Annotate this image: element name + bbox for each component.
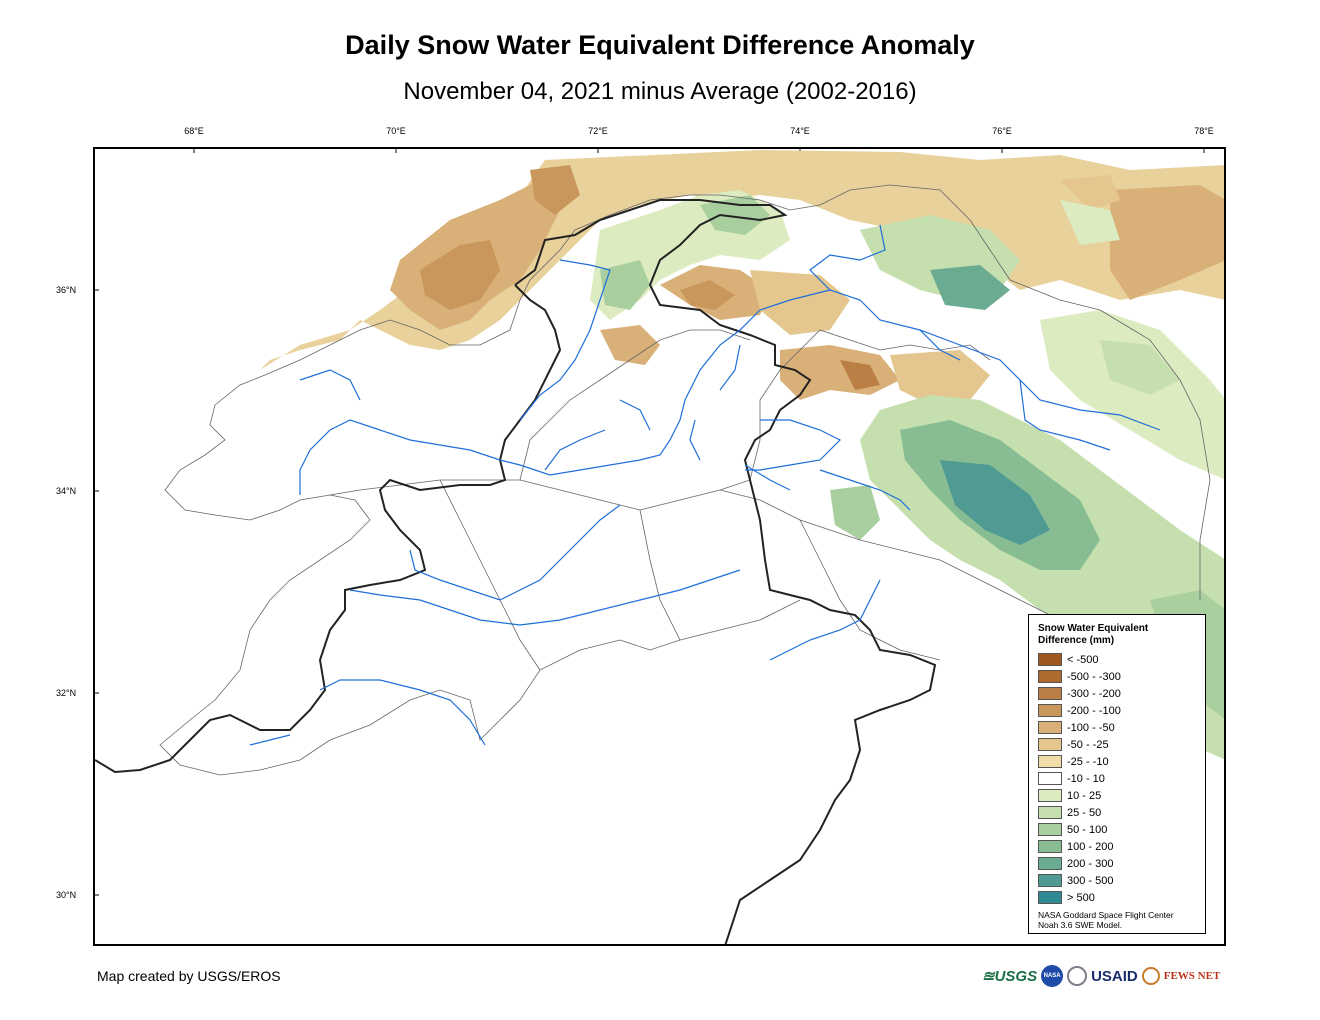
legend-label: -25 - -10 bbox=[1067, 755, 1109, 768]
legend-label: -200 - -100 bbox=[1067, 704, 1121, 717]
legend-label: 200 - 300 bbox=[1067, 857, 1114, 870]
legend-row: -25 - -10 bbox=[1038, 753, 1197, 770]
legend-swatch bbox=[1038, 670, 1062, 683]
legend-swatch bbox=[1038, 755, 1062, 768]
legend-row: 100 - 200 bbox=[1038, 838, 1197, 855]
legend-source-line1: NASA Goddard Space Flight Center bbox=[1038, 910, 1174, 920]
legend-swatch bbox=[1038, 891, 1062, 904]
basin-outlines bbox=[159, 184, 1211, 776]
legend-swatch bbox=[1038, 772, 1062, 785]
legend-label: -50 - -25 bbox=[1067, 738, 1109, 751]
legend-swatch bbox=[1038, 840, 1062, 853]
legend-title-line1: Snow Water Equivalent bbox=[1038, 623, 1149, 634]
legend-label: 10 - 25 bbox=[1067, 789, 1102, 802]
legend-label: -500 - -300 bbox=[1067, 670, 1121, 683]
lon-label-70: 70°E bbox=[386, 126, 406, 136]
map-credit: Map created by USGS/EROS bbox=[97, 968, 281, 984]
legend-label: -300 - -200 bbox=[1067, 687, 1121, 700]
legend-swatch bbox=[1038, 738, 1062, 751]
legend-source-line2: Noah 3.6 SWE Model. bbox=[1038, 920, 1123, 930]
legend-swatch bbox=[1038, 687, 1062, 700]
legend-label: -10 - 10 bbox=[1067, 772, 1105, 785]
legend-row: -500 - -300 bbox=[1038, 668, 1197, 685]
partner-logos: ≊USGS NASA USAID FEWS NET bbox=[982, 965, 1220, 987]
map-title: Daily Snow Water Equivalent Difference A… bbox=[345, 30, 975, 60]
lat-label-36: 36°N bbox=[56, 285, 77, 295]
legend-row: > 500 bbox=[1038, 889, 1197, 906]
legend-row: 300 - 500 bbox=[1038, 872, 1197, 889]
lat-label-30: 30°N bbox=[56, 890, 77, 900]
legend-source: NASA Goddard Space Flight Center Noah 3.… bbox=[1038, 910, 1197, 930]
legend-swatch bbox=[1038, 806, 1062, 819]
lat-label-32: 32°N bbox=[56, 688, 77, 698]
usaid-seal-icon bbox=[1067, 966, 1088, 986]
graticule-ticks bbox=[95, 149, 1205, 896]
legend-row: < -500 bbox=[1038, 651, 1197, 668]
legend-row: -100 - -50 bbox=[1038, 719, 1197, 736]
legend-label: -100 - -50 bbox=[1067, 721, 1115, 734]
legend-label: 50 - 100 bbox=[1067, 823, 1108, 836]
lon-label-76: 76°E bbox=[992, 126, 1012, 136]
legend-row: -50 - -25 bbox=[1038, 736, 1197, 753]
fews-seal-icon bbox=[1141, 967, 1160, 985]
legend-swatch bbox=[1038, 857, 1062, 870]
lon-label-72: 72°E bbox=[588, 126, 608, 136]
map-subtitle: November 04, 2021 minus Average (2002-20… bbox=[403, 78, 917, 105]
legend-row: -200 - -100 bbox=[1038, 702, 1197, 719]
negative-anomaly-regions bbox=[260, 150, 1224, 405]
legend-label: 100 - 200 bbox=[1067, 840, 1114, 853]
map-legend: Snow Water Equivalent Difference (mm) < … bbox=[1028, 614, 1206, 934]
fews-net-logo: FEWS NET bbox=[1163, 970, 1221, 982]
legend-swatch bbox=[1038, 823, 1062, 836]
legend-swatch bbox=[1038, 704, 1062, 717]
legend-swatch bbox=[1038, 789, 1062, 802]
legend-rows: < -500 -500 - -300 -300 - -200 -200 - -100 -… bbox=[1038, 651, 1197, 906]
usgs-logo: ≊USGS bbox=[982, 968, 1038, 985]
legend-label: < -500 bbox=[1067, 653, 1099, 666]
legend-label: 300 - 500 bbox=[1067, 874, 1114, 887]
nasa-logo: NASA bbox=[1041, 965, 1064, 987]
lat-label-34: 34°N bbox=[56, 486, 77, 496]
lon-label-68: 68°E bbox=[184, 126, 204, 136]
legend-swatch bbox=[1038, 653, 1062, 666]
legend-title-line2: Difference (mm) bbox=[1038, 635, 1115, 646]
usaid-logo: USAID bbox=[1091, 967, 1138, 985]
rivers bbox=[249, 224, 1161, 746]
legend-row: 50 - 100 bbox=[1038, 821, 1197, 838]
legend-row: 10 - 25 bbox=[1038, 787, 1197, 804]
legend-label: > 500 bbox=[1067, 891, 1095, 904]
legend-swatch bbox=[1038, 874, 1062, 887]
legend-title: Snow Water Equivalent Difference (mm) bbox=[1038, 623, 1197, 647]
legend-row: -10 - 10 bbox=[1038, 770, 1197, 787]
lon-label-78: 78°E bbox=[1194, 126, 1214, 136]
legend-row: -300 - -200 bbox=[1038, 685, 1197, 702]
lon-label-74: 74°E bbox=[790, 126, 810, 136]
legend-swatch bbox=[1038, 721, 1062, 734]
legend-label: 25 - 50 bbox=[1067, 806, 1102, 819]
legend-row: 200 - 300 bbox=[1038, 855, 1197, 872]
legend-row: 25 - 50 bbox=[1038, 804, 1197, 821]
